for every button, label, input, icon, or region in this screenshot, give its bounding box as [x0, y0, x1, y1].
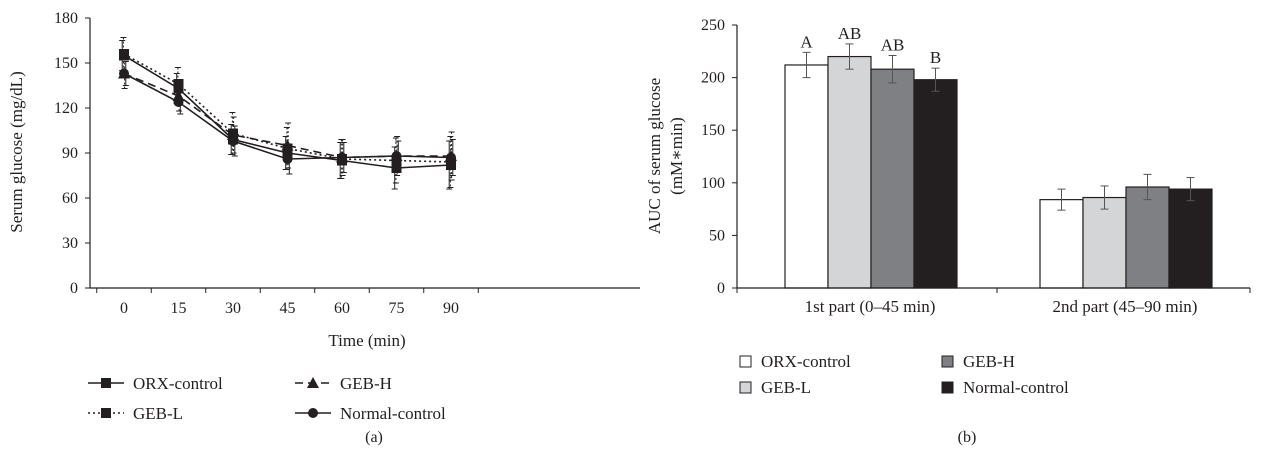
b-legend-swatch: [942, 382, 953, 393]
b-bar: [871, 69, 914, 288]
a-legend-label: GEB-H: [340, 374, 392, 393]
b-legend-label: GEB-H: [963, 352, 1015, 371]
b-bar: [1040, 200, 1083, 288]
b-legend-label: ORX-control: [761, 352, 851, 371]
a-data-point: [174, 97, 184, 107]
a-x-axis-title: Time (min): [328, 331, 405, 350]
b-y-tick-label: 150: [701, 122, 725, 139]
a-legend: ORX-control GEB-H GEB-L Normal-control: [88, 374, 446, 423]
a-legend-item: Normal-control: [295, 404, 446, 423]
b-legend-swatch: [740, 382, 751, 393]
b-legend-item: GEB-L: [740, 378, 811, 397]
a-y-tick-label: 90: [62, 145, 78, 162]
a-series-orx-control: [119, 41, 456, 190]
a-data-point: [446, 153, 456, 163]
b-significance-letter: AB: [881, 36, 905, 55]
a-legend-item: GEB-L: [88, 404, 183, 423]
line-chart-panel: 0 30 60 90 120 150 180 0 15 30 45 60 75 90 Time (min…: [7, 10, 640, 446]
b-y-tick-label: 50: [709, 227, 725, 244]
a-y-tick-label: 150: [54, 55, 78, 72]
a-data-point: [337, 153, 347, 163]
a-legend-label: ORX-control: [133, 374, 223, 393]
b-y-tick-label: 200: [701, 70, 725, 87]
b-legend-label: GEB-L: [761, 378, 811, 397]
a-panel-label: (a): [365, 429, 383, 446]
a-x-ticks: 0 15 30 45 60 75 90: [97, 288, 479, 317]
b-legend-label: Normal-control: [963, 378, 1069, 397]
a-y-tick-label: 180: [54, 10, 78, 27]
a-y-tick-label: 30: [62, 235, 78, 252]
a-legend-marker: [101, 408, 111, 418]
b-bar: [785, 65, 828, 288]
a-y-tick-label: 60: [62, 190, 78, 207]
b-y-ticks: 0 50 100 150 200 250: [701, 17, 737, 297]
b-x-categories: 1st part (0–45 min) 2nd part (45–90 min): [737, 288, 1250, 316]
a-x-tick-label: 0: [120, 300, 128, 317]
a-data-point: [228, 136, 238, 146]
a-legend-label: GEB-L: [133, 404, 183, 423]
b-y-axis-title-line1: AUC of serum glucose: [645, 78, 664, 234]
a-x-tick-label: 45: [280, 300, 296, 317]
b-legend-item: GEB-H: [942, 352, 1015, 371]
b-legend: ORX-control GEB-L GEB-H Normal-control: [740, 352, 1069, 397]
a-y-tick-label: 0: [70, 280, 78, 297]
a-x-tick-label: 15: [171, 300, 187, 317]
a-legend-item: ORX-control: [88, 374, 223, 393]
a-legend-item: GEB-H: [295, 374, 392, 393]
b-category-label: 2nd part (45–90 min): [1053, 297, 1198, 316]
bar-chart-panel: 0 50 100 150 200 250 A AB AB B 1st part (0–45 mi…: [645, 17, 1250, 446]
b-significance-letter: AB: [838, 24, 862, 43]
b-y-axis-title-line2: (mM∗min): [667, 117, 686, 195]
b-bar: [1126, 187, 1169, 288]
a-x-tick-label: 60: [334, 300, 350, 317]
b-y-tick-label: 0: [717, 280, 725, 297]
b-bars-group: A AB AB B: [785, 24, 1212, 288]
a-legend-marker: [308, 408, 318, 418]
a-x-tick-label: 30: [225, 300, 241, 317]
a-x-tick-label: 75: [389, 300, 405, 317]
a-data-point: [283, 154, 293, 164]
b-bar: [1169, 189, 1212, 288]
a-data-point: [119, 69, 129, 79]
a-y-ticks: 0 30 60 90 120 150 180: [54, 10, 90, 297]
a-legend-marker: [101, 378, 111, 388]
b-y-tick-label: 250: [701, 17, 725, 34]
b-legend-swatch: [942, 356, 953, 367]
a-legend-label: Normal-control: [340, 404, 446, 423]
b-bar: [828, 57, 871, 288]
b-panel-label: (b): [958, 429, 977, 446]
a-data-point: [392, 151, 402, 161]
a-x-tick-label: 90: [443, 300, 459, 317]
a-series-group: [118, 38, 457, 190]
a-y-tick-label: 120: [54, 100, 78, 117]
b-significance-letter: B: [930, 48, 941, 67]
a-y-axis-title: Serum glucose (mg/dL): [7, 71, 26, 232]
b-legend-item: Normal-control: [942, 378, 1069, 397]
b-bar: [1083, 198, 1126, 288]
b-y-tick-label: 100: [701, 175, 725, 192]
a-series-geb-l: [119, 38, 456, 188]
b-category-label: 1st part (0–45 min): [805, 297, 936, 316]
b-legend-item: ORX-control: [740, 352, 851, 371]
b-legend-swatch: [740, 356, 751, 367]
a-data-point: [119, 49, 129, 59]
b-significance-letter: A: [800, 32, 813, 51]
b-bar: [914, 80, 957, 288]
